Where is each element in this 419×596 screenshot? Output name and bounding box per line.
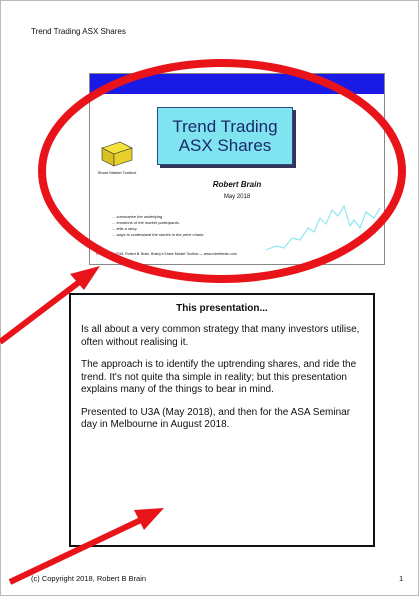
arrow-head bbox=[134, 508, 164, 530]
page-root: Trend Trading ASX Shares Trend Trading A… bbox=[0, 0, 419, 596]
arrow-shaft bbox=[10, 518, 145, 582]
highlight-ellipse bbox=[42, 63, 402, 279]
annotation-overlay bbox=[0, 0, 419, 596]
arrow-shaft bbox=[0, 280, 82, 342]
